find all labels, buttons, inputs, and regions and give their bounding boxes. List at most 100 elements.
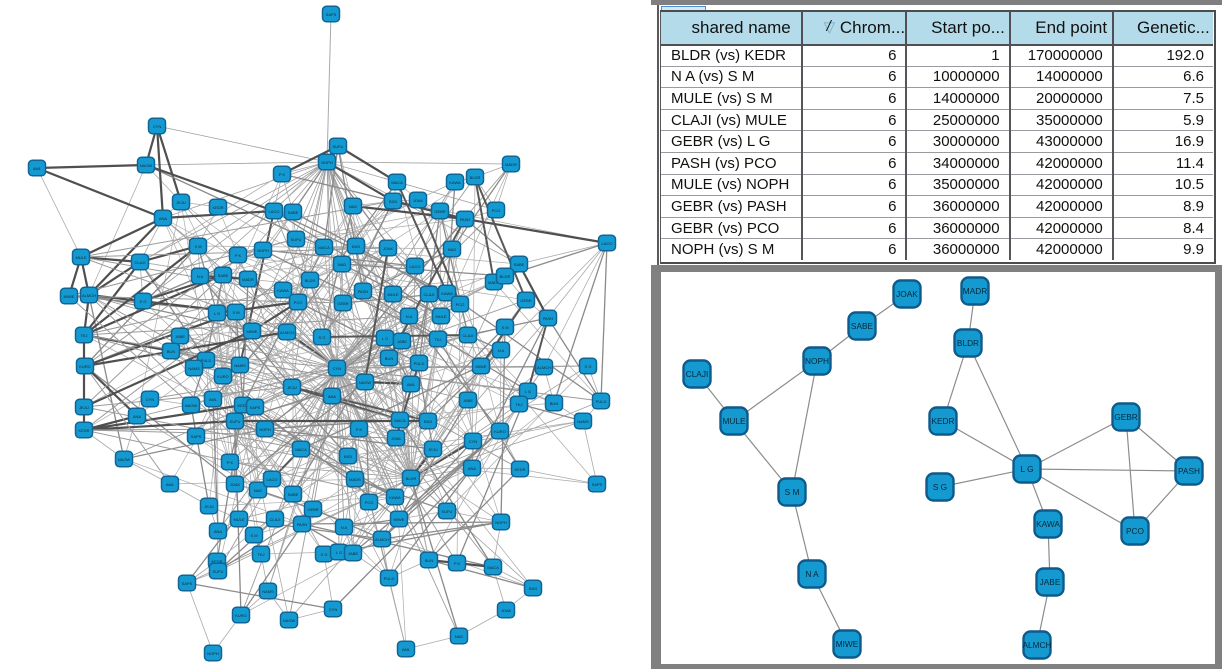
svg-text:MACA: MACA	[295, 447, 307, 452]
svg-text:BLDR: BLDR	[500, 274, 511, 279]
svg-text:PCO: PCO	[456, 302, 465, 307]
svg-text:AML: AML	[407, 382, 416, 387]
svg-text:N A: N A	[406, 314, 413, 319]
svg-text:SABE: SABE	[218, 273, 229, 278]
svg-text:MULE: MULE	[75, 255, 86, 260]
svg-text:L G: L G	[525, 389, 531, 394]
svg-text:NOPH: NOPH	[207, 651, 219, 656]
svg-text:MULE: MULE	[233, 517, 244, 522]
svg-text:L G: L G	[336, 550, 342, 555]
svg-text:JEJU: JEJU	[428, 447, 438, 452]
svg-text:MULE: MULE	[722, 416, 746, 426]
svg-text:KEDR: KEDR	[78, 428, 89, 433]
svg-text:MULE: MULE	[435, 314, 446, 319]
svg-text:MACA: MACA	[487, 565, 499, 570]
svg-text:MACA: MACA	[318, 245, 330, 250]
svg-text:N A: N A	[805, 569, 819, 579]
svg-text:KAWA: KAWA	[1036, 519, 1060, 529]
svg-text:BLDR: BLDR	[305, 278, 316, 283]
svg-text:KAWA: KAWA	[441, 291, 453, 296]
svg-text:PASH: PASH	[1178, 466, 1200, 476]
svg-text:ANA: ANA	[328, 394, 337, 399]
svg-text:TKJ: TKJ	[80, 333, 87, 338]
svg-text:CLAJI: CLAJI	[270, 517, 281, 522]
svg-text:PCO: PCO	[492, 208, 501, 213]
svg-text:S M: S M	[232, 310, 239, 315]
svg-text:BUN: BUN	[385, 356, 394, 361]
svg-text:S M: S M	[194, 244, 201, 249]
svg-text:LACO: LACO	[269, 209, 280, 214]
svg-text:ALMCH: ALMCH	[375, 537, 389, 542]
svg-text:AML: AML	[33, 166, 42, 171]
svg-text:L G: L G	[214, 311, 220, 316]
svg-text:PASH: PASH	[297, 522, 308, 527]
svg-text:TKJ: TKJ	[434, 337, 441, 342]
svg-text:SUFU: SUFU	[291, 237, 302, 242]
svg-text:NAD: NAD	[448, 247, 457, 252]
svg-text:N A: N A	[341, 525, 348, 530]
svg-text:KAWA: KAWA	[277, 288, 289, 293]
svg-text:JABE: JABE	[175, 334, 185, 339]
svg-text:NAGW: NAGW	[185, 403, 198, 408]
svg-text:KEDR: KEDR	[211, 559, 222, 564]
svg-text:GEBR: GEBR	[434, 209, 445, 214]
svg-text:S G: S G	[140, 299, 147, 304]
svg-text:BIGI: BIGI	[424, 419, 432, 424]
svg-text:ANA: ANA	[159, 216, 168, 221]
svg-text:BIGI: BIGI	[389, 199, 397, 204]
svg-text:PCO: PCO	[365, 500, 374, 505]
svg-text:CLAJI: CLAJI	[424, 292, 435, 297]
svg-text:SAPS: SAPS	[182, 581, 193, 586]
svg-text:MACA: MACA	[391, 180, 403, 185]
svg-text:NAMS: NAMS	[188, 366, 200, 371]
svg-text:GEBR: GEBR	[307, 507, 318, 512]
svg-text:NAD: NAD	[338, 262, 347, 267]
svg-text:N A: N A	[197, 274, 204, 279]
svg-text:MACA: MACA	[394, 418, 406, 423]
svg-text:MIWE: MIWE	[394, 517, 405, 522]
svg-text:NOPH: NOPH	[495, 520, 507, 525]
svg-text:PASH: PASH	[358, 289, 369, 294]
svg-text:BUN: BUN	[425, 558, 434, 563]
svg-text:S G: S G	[933, 482, 947, 492]
svg-text:NAD: NAD	[254, 488, 263, 493]
svg-text:NAD: NAD	[349, 204, 358, 209]
svg-text:P K: P K	[279, 172, 286, 177]
svg-text:AML: AML	[402, 647, 411, 652]
svg-text:MIWE: MIWE	[836, 639, 859, 649]
svg-text:S M: S M	[785, 487, 800, 497]
svg-text:L G: L G	[382, 336, 388, 341]
svg-text:L G: L G	[1020, 464, 1033, 474]
svg-text:BIGI: BIGI	[529, 586, 537, 591]
svg-text:NOPH: NOPH	[321, 160, 333, 165]
svg-text:JABE: JABE	[1040, 577, 1061, 587]
svg-text:SUFU: SUFU	[213, 569, 224, 574]
svg-text:CYN: CYN	[146, 397, 155, 402]
svg-text:NOPH: NOPH	[259, 427, 271, 432]
svg-text:AML: AML	[166, 482, 175, 487]
svg-text:S G: S G	[585, 364, 592, 369]
svg-text:BUN: BUN	[167, 349, 176, 354]
svg-text:S M: S M	[250, 533, 257, 538]
svg-text:PULD: PULD	[384, 576, 395, 581]
svg-text:NAMS: NAMS	[577, 419, 589, 424]
svg-text:S M: S M	[501, 325, 508, 330]
svg-text:KURO: KURO	[79, 364, 91, 369]
svg-text:CLAJI: CLAJI	[463, 333, 474, 338]
svg-text:JOAK: JOAK	[383, 246, 394, 251]
svg-text:JEJU: JEJU	[176, 200, 186, 205]
svg-text:NAGW: NAGW	[359, 380, 372, 385]
svg-text:ALMCH: ALMCH	[280, 330, 294, 335]
svg-text:MIWE: MIWE	[247, 329, 258, 334]
svg-text:MADR: MADR	[505, 162, 517, 167]
svg-text:N A: N A	[498, 348, 505, 353]
svg-text:AML: AML	[209, 397, 218, 402]
svg-text:ALMCH: ALMCH	[537, 365, 551, 370]
svg-text:JOAK: JOAK	[896, 289, 918, 299]
svg-text:SAPS: SAPS	[191, 434, 202, 439]
svg-text:ANA: ANA	[468, 466, 477, 471]
svg-text:KAWA: KAWA	[449, 180, 461, 185]
svg-text:LACO: LACO	[267, 477, 278, 482]
svg-text:P K: P K	[356, 427, 363, 432]
svg-text:PCO: PCO	[294, 300, 303, 305]
